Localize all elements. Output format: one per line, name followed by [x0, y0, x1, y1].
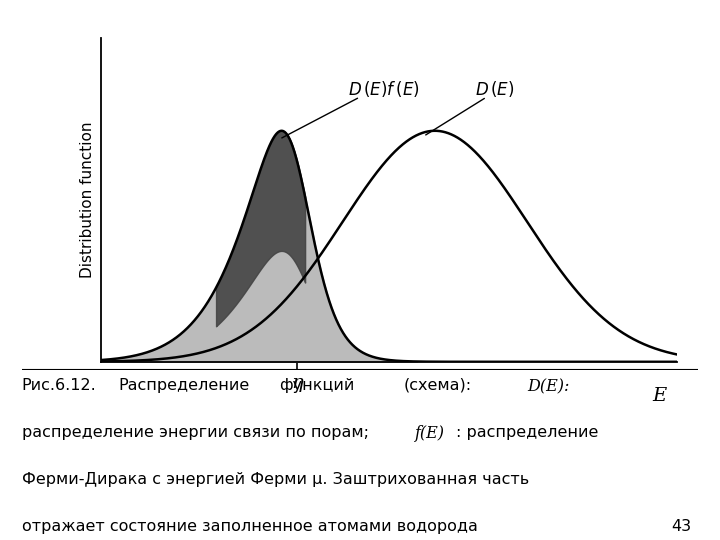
Text: (схема):: (схема): [403, 378, 472, 393]
Text: отражает состояние заполненное атомами водорода: отражает состояние заполненное атомами в… [22, 519, 477, 534]
Text: Распределение: Распределение [119, 378, 250, 393]
Text: распределение энергии связи по порам;: распределение энергии связи по порам; [22, 425, 374, 440]
Text: $D\/(E)f\/(E)$: $D\/(E)f\/(E)$ [348, 78, 420, 98]
Text: Ферми-Дирака с энергией Ферми μ. Заштрихованная часть: Ферми-Дирака с энергией Ферми μ. Заштрих… [22, 472, 529, 487]
Text: D(E):: D(E): [527, 378, 570, 395]
Y-axis label: Distribution function: Distribution function [80, 122, 95, 278]
Text: $D\/(E)$: $D\/(E)$ [475, 78, 515, 98]
Text: E: E [652, 387, 667, 405]
Text: : распределение: : распределение [456, 425, 598, 440]
Text: 43: 43 [671, 519, 691, 534]
Text: функций: функций [279, 378, 355, 393]
Text: Рис.6.12.: Рис.6.12. [22, 378, 96, 393]
Text: f(E): f(E) [415, 425, 446, 442]
